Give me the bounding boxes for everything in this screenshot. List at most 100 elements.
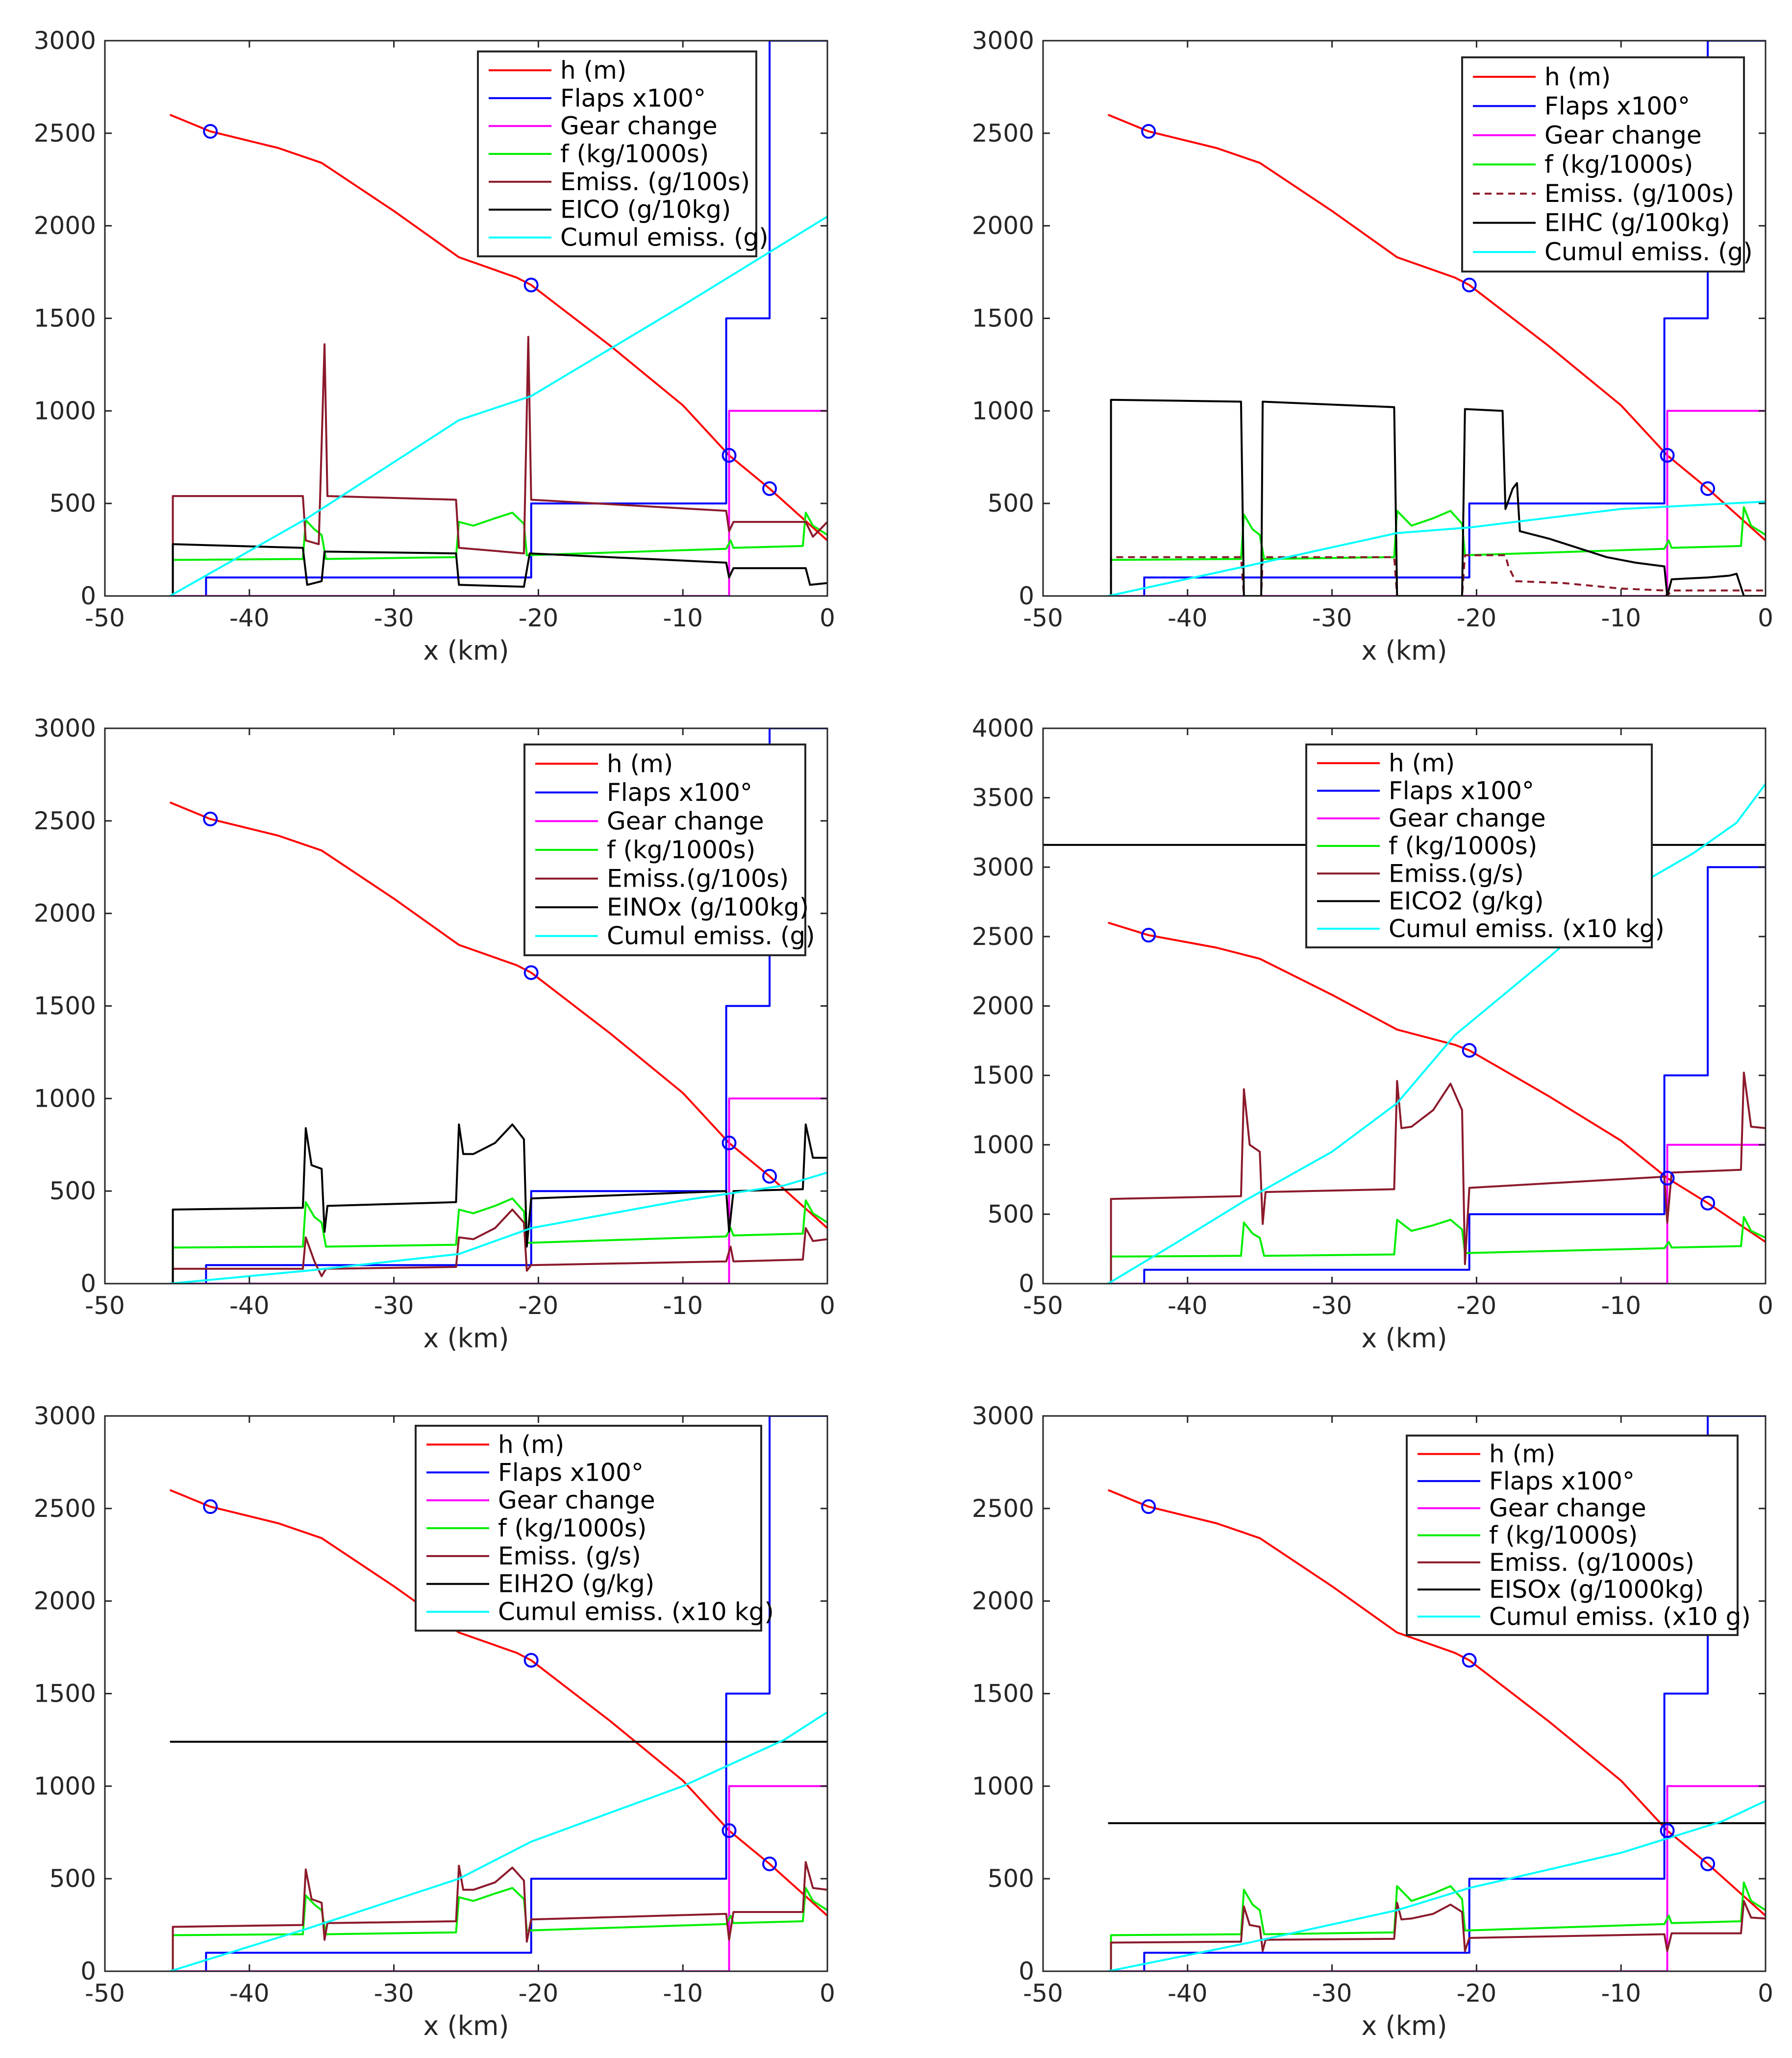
series-line-fuel xyxy=(1108,1881,1766,1971)
series-line-emiss xyxy=(1108,554,1766,596)
x-tick-label: -50 xyxy=(85,604,125,632)
legend-label-flaps-x100: Flaps x100° xyxy=(560,84,706,112)
chart-panel-1: -50 -40 -30 -20 -10 0 0 500 1000 1500 2000 2500 3000… xyxy=(34,26,835,666)
legend-label-gear-change: Gear change xyxy=(607,807,764,835)
altitude-marker xyxy=(1462,1043,1477,1058)
x-tick-label: -30 xyxy=(1312,1979,1352,2008)
y-tick-label: 500 xyxy=(988,1864,1034,1893)
legend-label-h-m: h (m) xyxy=(1389,749,1455,777)
y-tick-label: 1000 xyxy=(972,397,1034,425)
altitude-marker xyxy=(762,1168,777,1184)
altitude-marker xyxy=(1700,481,1716,496)
x-tick-label: -10 xyxy=(663,1979,703,2008)
chart-panel-6: -50 -40 -30 -20 -10 0 0 500 1000 1500 2000 2500 3000… xyxy=(972,1402,1773,2041)
legend-label-gear-change: Gear change xyxy=(1389,804,1546,833)
x-tick-label: -40 xyxy=(1168,1291,1208,1320)
legend-label-cumul-emiss-g: Cumul emiss. (g) xyxy=(1544,238,1753,266)
y-tick-label: 500 xyxy=(988,1200,1034,1228)
y-tick-label: 4000 xyxy=(972,714,1034,743)
y-tick-label: 3000 xyxy=(972,1402,1034,1430)
legend-label-flaps-x100: Flaps x100° xyxy=(1389,776,1534,805)
series-line-fuel xyxy=(170,1197,827,1284)
y-tick-label: 0 xyxy=(80,1957,96,1985)
legend-label-eihc-g-100kg: EIHC (g/100kg) xyxy=(1544,209,1730,237)
legend-label-emiss-g-100s: Emiss. (g/100s) xyxy=(1544,179,1734,208)
x-tick-label: -30 xyxy=(374,604,414,632)
legend-label-gear-change: Gear change xyxy=(560,112,718,140)
legend-label-gear-change: Gear change xyxy=(498,1486,655,1514)
altitude-marker xyxy=(1141,124,1156,139)
altitude-marker xyxy=(722,1135,737,1150)
series-line-emiss xyxy=(170,1861,827,1971)
altitude-marker xyxy=(203,812,218,827)
x-tick-label: -10 xyxy=(663,1291,703,1320)
series-line-cumul xyxy=(1107,783,1766,1284)
legend-label-eisox-g-1000kg: EISOx (g/1000kg) xyxy=(1489,1575,1704,1604)
chart-panel-3: -50 -40 -30 -20 -10 0 0 500 1000 1500 2000 2500 3000… xyxy=(34,714,835,1354)
y-tick-label: 1000 xyxy=(34,1084,96,1113)
x-tick-label: -40 xyxy=(229,1979,270,2008)
x-tick-label: -30 xyxy=(1312,1291,1352,1320)
chart-panel-2: -50 -40 -30 -20 -10 0 0 500 1000 1500 2000 2500 3000… xyxy=(972,26,1773,666)
x-tick-label: 0 xyxy=(1758,604,1773,632)
altitude-marker xyxy=(722,447,737,463)
series-line-flaps xyxy=(1108,866,1766,1284)
x-tick-label: -40 xyxy=(1168,1979,1208,2008)
series-line-emiss xyxy=(1108,1900,1766,1971)
y-tick-label: 3000 xyxy=(972,26,1034,55)
x-tick-label: -10 xyxy=(1601,604,1641,632)
y-tick-label: 500 xyxy=(988,489,1034,518)
legend-label-flaps-x100: Flaps x100° xyxy=(607,778,752,807)
series-line-gear xyxy=(170,410,827,596)
altitude-marker xyxy=(1700,1195,1716,1211)
x-tick-label: -30 xyxy=(374,1979,414,2008)
x-tick-label: -20 xyxy=(519,1291,559,1320)
y-tick-label: 500 xyxy=(50,1864,96,1893)
y-tick-label: 2000 xyxy=(34,899,96,928)
x-tick-label: 0 xyxy=(820,604,835,632)
x-tick-label: -50 xyxy=(1023,604,1063,632)
y-tick-label: 3000 xyxy=(34,26,96,55)
y-tick-label: 1000 xyxy=(34,397,96,425)
y-tick-label: 2500 xyxy=(972,1494,1034,1523)
legend-label-f-kg-1000s: f (kg/1000s) xyxy=(607,836,755,864)
series-line-ei xyxy=(1108,398,1766,596)
series-line-cumul xyxy=(169,216,827,596)
x-tick-label: -50 xyxy=(85,1979,125,2008)
x-tick-label: -10 xyxy=(1601,1291,1641,1320)
series-line-ei xyxy=(170,543,827,596)
legend-label-f-kg-1000s: f (kg/1000s) xyxy=(1389,832,1537,860)
x-tick-label: -10 xyxy=(1601,1979,1641,2008)
legend-label-h-m: h (m) xyxy=(1544,63,1611,91)
legend-label-h-m: h (m) xyxy=(1489,1440,1555,1468)
y-tick-label: 2500 xyxy=(34,807,96,835)
altitude-marker xyxy=(1462,277,1477,293)
y-tick-label: 0 xyxy=(80,1269,96,1298)
x-tick-label: -30 xyxy=(374,1291,414,1320)
altitude-marker xyxy=(1141,928,1156,943)
altitude-marker xyxy=(523,277,539,293)
series-line-emiss xyxy=(170,1208,827,1284)
legend-label-f-kg-1000s: f (kg/1000s) xyxy=(1544,150,1693,179)
legend-label-h-m: h (m) xyxy=(498,1430,564,1459)
x-tick-label: -20 xyxy=(1457,604,1497,632)
y-tick-label: 3000 xyxy=(34,1402,96,1430)
legend-label-emiss-g-100s: Emiss. (g/100s) xyxy=(560,168,750,196)
y-tick-label: 0 xyxy=(1019,582,1034,610)
series-line-ei xyxy=(170,1123,827,1284)
x-tick-label: -10 xyxy=(663,604,703,632)
series-line-gear xyxy=(1108,1785,1766,1971)
altitude-marker xyxy=(1700,1856,1716,1871)
x-axis-label: x (km) xyxy=(1361,635,1447,666)
legend-label-gear-change: Gear change xyxy=(1489,1494,1646,1522)
legend-label-eico2-g-kg: EICO2 (g/kg) xyxy=(1389,887,1544,916)
y-tick-label: 0 xyxy=(1019,1957,1034,1985)
legend-label-flaps-x100: Flaps x100° xyxy=(1489,1467,1635,1495)
x-tick-label: -50 xyxy=(85,1291,125,1320)
